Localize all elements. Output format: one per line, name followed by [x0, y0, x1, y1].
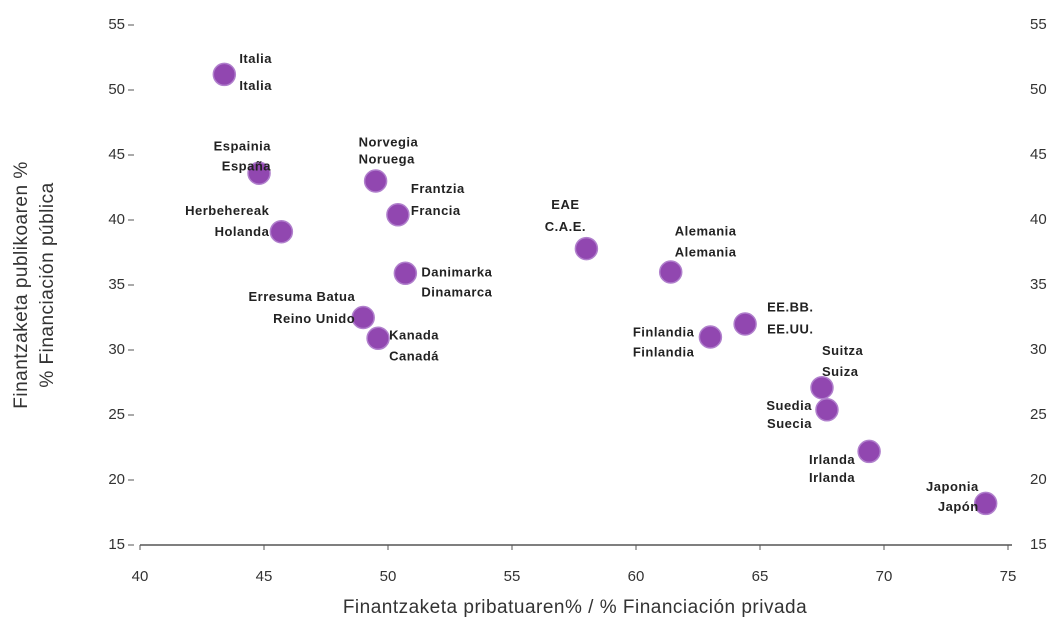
point-label: Alemania	[675, 223, 737, 238]
point-label: Holanda	[215, 224, 270, 239]
x-tick-label: 55	[504, 568, 521, 585]
x-tick-label: 45	[256, 568, 273, 585]
point	[810, 375, 834, 400]
point-label: Espainia	[214, 139, 272, 154]
x-axis-label: Finantzaketa pribatuaren% / % Financiaci…	[343, 597, 807, 618]
point-label: Irlanda	[809, 470, 855, 485]
point-label: Erresuma Batua	[248, 289, 355, 304]
point-label: Canadá	[389, 349, 439, 364]
y-tick-label: 30	[108, 341, 125, 358]
point-label: Norvegia	[359, 134, 419, 149]
y2-tick-label: 50	[1030, 81, 1047, 98]
point-label: Frantzia	[411, 181, 465, 196]
point	[269, 219, 294, 244]
point	[973, 491, 998, 516]
point-label: Japonia	[926, 479, 979, 494]
y2-tick-label: 25	[1030, 406, 1047, 423]
point	[247, 161, 271, 185]
y-tick-label: 50	[108, 81, 125, 98]
y2-tick-label: 40	[1030, 211, 1047, 228]
point	[212, 62, 237, 87]
point-label: Danimarka	[421, 265, 492, 280]
y2-tick-label: 20	[1030, 471, 1047, 488]
x-tick-label: 50	[380, 568, 397, 585]
point-label: Suecia	[767, 416, 812, 431]
point	[386, 203, 410, 227]
point	[574, 236, 599, 261]
y-axis-label: % Financiación pública	[37, 182, 58, 387]
y-tick-label: 40	[108, 211, 125, 228]
y-tick-label: 35	[108, 276, 125, 293]
point-label: Kanada	[389, 328, 439, 343]
point-label: Noruega	[359, 151, 416, 166]
point-label: Italia	[239, 78, 272, 93]
point-label: EE.BB.	[767, 299, 813, 314]
y2-tick-label: 45	[1030, 146, 1047, 163]
point-label: C.A.E.	[545, 219, 586, 234]
y-tick-label: 25	[108, 406, 125, 423]
x-tick-label: 70	[876, 568, 893, 585]
point	[698, 325, 723, 349]
point-label: Suedia	[766, 398, 812, 413]
y2-tick-label: 35	[1030, 276, 1047, 293]
y-tick-label: 55	[108, 16, 125, 33]
point	[815, 398, 839, 422]
point-label: Finlandia	[633, 324, 695, 339]
point	[363, 169, 388, 193]
y2-tick-label: 15	[1030, 536, 1047, 553]
point-label: Francia	[411, 203, 461, 218]
point-label: Japón	[938, 499, 979, 514]
point-label: España	[222, 159, 272, 174]
point	[393, 261, 418, 286]
point	[733, 312, 757, 336]
point-label: Irlanda	[809, 452, 855, 467]
x-tick-label: 40	[132, 568, 149, 585]
point-label: EAE	[551, 197, 579, 212]
point-label: Suiza	[822, 364, 859, 379]
y2-tick-label: 30	[1030, 341, 1047, 358]
y-tick-label: 45	[108, 146, 125, 163]
y2-tick-label: 55	[1030, 16, 1047, 33]
point	[351, 305, 375, 330]
y-tick-label: 20	[108, 471, 125, 488]
y-tick-label: 15	[108, 536, 125, 553]
point-label: Dinamarca	[421, 285, 492, 300]
point-label: Herbehereak	[185, 203, 270, 218]
point-label: Suitza	[822, 343, 864, 358]
point	[366, 326, 390, 351]
y-axis-label: Finantzaketa publikoaren %	[11, 161, 32, 408]
point-label: Italia	[239, 51, 272, 66]
point-label: Alemania	[675, 244, 737, 259]
x-tick-label: 60	[628, 568, 645, 585]
x-tick-label: 65	[752, 568, 769, 585]
point	[857, 439, 881, 464]
point-label: EE.UU.	[767, 321, 813, 336]
point-label: Reino Unido	[273, 311, 355, 326]
x-tick-label: 75	[1000, 568, 1017, 585]
point-label: Finlandia	[633, 344, 695, 359]
point	[658, 260, 683, 284]
